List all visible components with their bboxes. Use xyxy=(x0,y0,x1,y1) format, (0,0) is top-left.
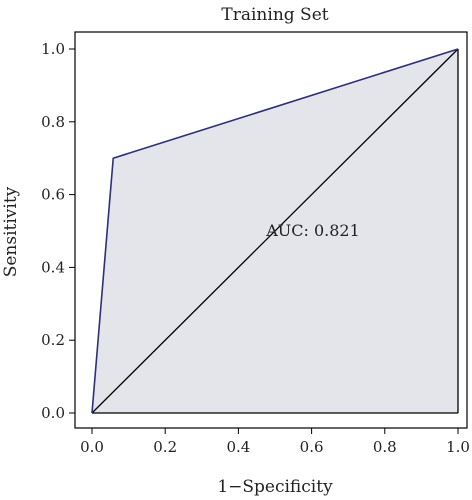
y-axis-label: Sensitivity xyxy=(1,186,21,277)
x-tick-label: 0.2 xyxy=(153,438,177,456)
x-tick-label: 0.8 xyxy=(373,438,397,456)
y-tick-label: 0.6 xyxy=(41,186,65,204)
x-tick-label: 0.0 xyxy=(80,438,104,456)
y-tick-label: 0.4 xyxy=(41,258,65,276)
x-tick-label: 1.0 xyxy=(446,438,470,456)
y-tick-label: 0.2 xyxy=(41,331,65,349)
plot-frame xyxy=(74,31,468,429)
auc-annotation: AUC: 0.821 xyxy=(265,221,360,240)
y-tick-label: 1.0 xyxy=(41,40,65,58)
y-tick-label: 0.8 xyxy=(41,113,65,131)
diagonal-reference-line xyxy=(91,48,459,414)
x-axis-label: 1−Specificity xyxy=(217,477,333,497)
roc-curve xyxy=(91,48,459,414)
chart-title: Training Set xyxy=(221,5,328,25)
x-tick-label: 0.4 xyxy=(226,438,250,456)
x-tick-label: 0.6 xyxy=(300,438,324,456)
y-tick-label: 0.0 xyxy=(41,404,65,422)
series-layer xyxy=(91,48,459,414)
axes: 0.0 0.2 0.4 0.6 0.8 1.0 0.0 0.2 0.4 0.6 0.8 1.0 xyxy=(41,40,470,456)
